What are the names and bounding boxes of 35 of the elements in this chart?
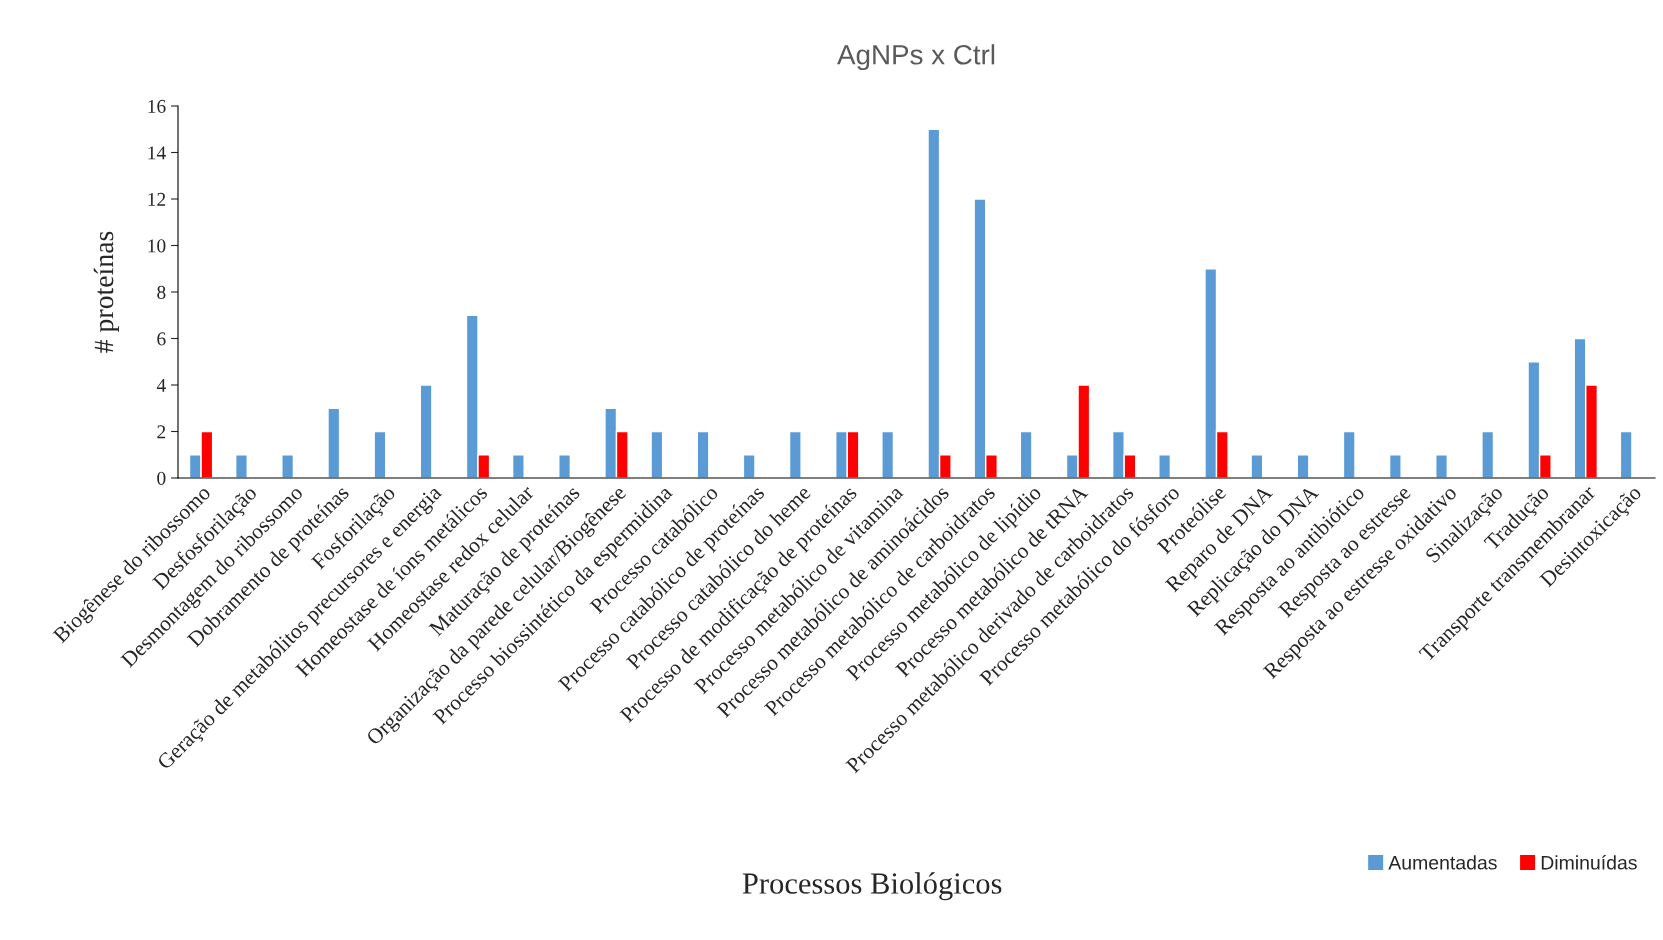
bar: [235, 454, 248, 478]
bar: [1435, 454, 1448, 478]
bar: [788, 430, 802, 478]
y-tick-label: 8: [157, 285, 166, 299]
y-tick-label: 12: [148, 192, 166, 206]
bar: [881, 430, 895, 478]
bar: [1019, 430, 1033, 478]
bar: [696, 430, 710, 478]
bar: [1250, 454, 1264, 478]
bar: [742, 454, 756, 478]
y-tick-label: 10: [148, 239, 166, 253]
y-tick-label: 6: [157, 332, 166, 346]
bar: [1481, 430, 1495, 478]
bar: [650, 430, 664, 478]
y-tick-label: 4: [156, 378, 166, 392]
bar: [1296, 454, 1310, 478]
y-tick-label: 16: [148, 99, 166, 113]
y-tick-label: 14: [148, 146, 166, 160]
bar: [327, 407, 341, 478]
bar: [558, 454, 572, 478]
bar: [1388, 454, 1402, 478]
legend-label: Aumentadas: [1388, 855, 1497, 870]
bar: [1342, 430, 1356, 478]
x-axis-title: Processos Biológicos: [742, 872, 1002, 901]
bar: [511, 454, 525, 478]
bar: [373, 430, 387, 478]
legend-label: Diminuídas: [1541, 855, 1637, 870]
y-tick-label: 2: [157, 425, 166, 439]
bar: [1158, 454, 1172, 478]
y-axis-title: # proteínas: [93, 231, 119, 353]
bar: [281, 454, 295, 478]
chart-title: AgNPs x Ctrl: [837, 44, 995, 71]
bar: [419, 384, 433, 478]
y-tick-label: 0: [157, 471, 166, 485]
bar: [1619, 430, 1633, 478]
